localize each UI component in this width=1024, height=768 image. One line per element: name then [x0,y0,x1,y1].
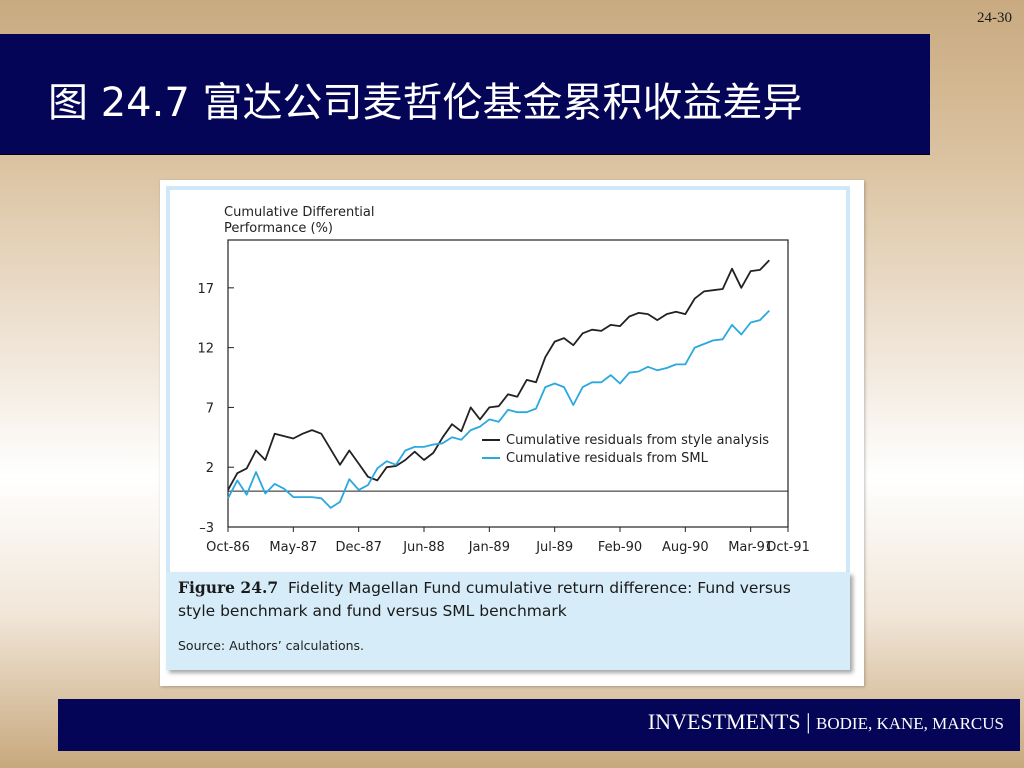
y-axis-label-line2: Performance (%) [224,221,333,236]
x-tick-label: Feb-90 [598,540,642,555]
x-tick-label: May-87 [269,540,317,555]
footer-separator: | [800,709,817,734]
legend-entry: Cumulative residuals from style analysis [506,433,769,448]
x-tick-label: Oct-86 [206,540,250,555]
y-tick-label: 7 [206,401,214,416]
footer-bar: INVESTMENTS | BODIE, KANE, MARCUS [58,699,1020,751]
footer-text: INVESTMENTS | BODIE, KANE, MARCUS [648,709,1004,735]
footer-book-title: INVESTMENTS [647,709,801,734]
caption-line-1: Figure 24.7 Fidelity Magellan Fund cumul… [178,578,791,597]
x-tick-label: Mar-91 [728,540,773,555]
figure-caption: Figure 24.7 Fidelity Magellan Fund cumul… [166,572,850,670]
plot-area-frame [227,239,789,528]
slide-title: 图 24.7 富达公司麦哲伦基金累积收益差异 [48,80,803,126]
caption-text-1: Fidelity Magellan Fund cumulative return… [288,579,791,597]
x-tick-label: Jan-89 [468,540,510,555]
x-tick-label: Dec-87 [335,540,381,555]
y-tick-label: 17 [197,282,214,297]
legend-entry: Cumulative residuals from SML [506,451,709,466]
x-tick-label: Oct-91 [766,540,810,555]
style-analysis-series-line [227,259,770,491]
title-bar [0,34,930,155]
x-tick-label: Jun-88 [402,540,445,555]
caption-source: Source: Authors’ calculations. [178,638,365,653]
figure-label: Figure 24.7 [178,578,279,597]
x-tick-label: Aug-90 [662,540,709,555]
caption-line-2: style benchmark and fund versus SML benc… [178,602,567,620]
footer-authors: BODIE, KANE, MARCUS [816,714,1004,733]
figure-panel: Cumulative Differential Performance (%) … [160,180,864,686]
y-tick-label: –3 [199,521,214,536]
x-tick-label: Jul-89 [535,540,573,555]
line-chart: Cumulative Differential Performance (%) … [197,205,810,555]
y-tick-label: 12 [197,342,214,357]
slide-number: 24-30 [977,10,1012,26]
sml-series-line [227,309,770,509]
y-axis-label-line1: Cumulative Differential [224,205,375,220]
y-tick-label: 2 [206,461,214,476]
